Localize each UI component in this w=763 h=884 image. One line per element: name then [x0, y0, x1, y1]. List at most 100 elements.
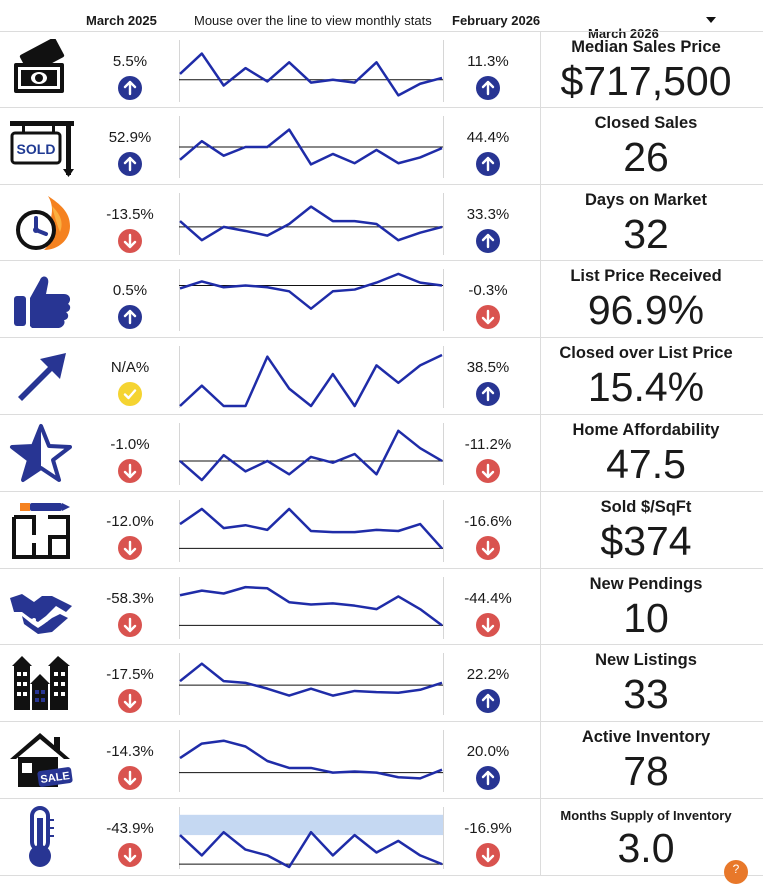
- divider: [443, 40, 444, 102]
- arrow-down-icon: [476, 458, 500, 483]
- sparkline-chart[interactable]: [179, 421, 443, 487]
- arrow-up-icon: [118, 151, 142, 176]
- prev-month-change: -11.2%: [464, 435, 512, 453]
- metric-title: New Pendings: [589, 574, 703, 593]
- metric-value: 33: [623, 671, 669, 718]
- trend-line[interactable]: [179, 52, 443, 97]
- metric-title: List Price Received: [570, 267, 722, 286]
- sparkline-chart[interactable]: [179, 191, 443, 257]
- metric-cell: Sold $/SqFt $374: [540, 491, 751, 568]
- sparkline-chart[interactable]: [179, 575, 443, 641]
- metric-title: Active Inventory: [581, 728, 711, 747]
- divider: [179, 269, 180, 332]
- trend-line[interactable]: [179, 354, 443, 408]
- metric-value: 96.9%: [587, 287, 705, 334]
- metric-title: Sold $/SqFt: [600, 497, 692, 516]
- divider: [179, 40, 180, 102]
- sold-sign-icon: SOLD: [0, 108, 82, 184]
- star-icon: [0, 415, 82, 491]
- arrow-down-icon: [118, 612, 142, 637]
- prev-month-change: 44.4%: [466, 128, 510, 146]
- metric-cell: New Pendings 10: [540, 568, 751, 645]
- divider: [443, 192, 444, 255]
- metric-title: Home Affordability: [572, 420, 720, 439]
- metric-value: 10: [623, 594, 669, 641]
- prev-year-change: -14.3%: [106, 743, 154, 761]
- help-badge-icon[interactable]: ?: [724, 860, 748, 884]
- prev-month-change: 20.0%: [466, 743, 510, 761]
- stat-row: -13.5% 33.3% Days on Market 32: [0, 184, 763, 262]
- range-band: [179, 814, 443, 836]
- trend-line[interactable]: [179, 273, 443, 311]
- stat-row: 0.5% -0.3% List Price Received 96.9%: [0, 261, 763, 339]
- divider: [443, 806, 444, 869]
- chevron-down-icon[interactable]: [706, 17, 716, 23]
- divider: [179, 653, 180, 716]
- stat-row: 5.5% 11.3% Median Sales Price $717,500: [0, 31, 763, 108]
- metric-cell: Active Inventory 78: [540, 722, 751, 798]
- divider: [179, 192, 180, 255]
- trend-line[interactable]: [179, 662, 443, 698]
- metric-cell: Closed over List Price 15.4%: [540, 338, 751, 414]
- check-icon: [118, 382, 142, 407]
- trend-line[interactable]: [179, 204, 443, 242]
- sparkline-chart[interactable]: [179, 114, 443, 180]
- divider: [443, 499, 444, 562]
- divider: [443, 576, 444, 639]
- prev-month-change: 33.3%: [466, 205, 510, 223]
- arrow-down-icon: [118, 842, 142, 867]
- metric-title: Closed over List Price: [559, 344, 733, 363]
- sparkline-chart[interactable]: [179, 498, 443, 564]
- trend-line[interactable]: [179, 830, 443, 869]
- header: March 2025 Mouse over the line to view m…: [0, 0, 763, 41]
- metric-value: $717,500: [560, 58, 732, 104]
- sparkline-chart[interactable]: [179, 805, 443, 871]
- icon-label: SALE: [40, 770, 71, 786]
- divider: [179, 730, 180, 793]
- arrow-up-icon: [476, 382, 500, 407]
- stat-row: SALE -14.3% 20.0% Active Inventory 78: [0, 722, 763, 799]
- houses-icon: [0, 645, 82, 721]
- metric-value: 47.5: [606, 440, 686, 487]
- prev-year-change: N/A%: [110, 359, 150, 377]
- arrow-down-icon: [476, 842, 500, 867]
- house-sale-icon: SALE: [0, 722, 82, 798]
- divider: [443, 269, 444, 332]
- metric-title: Months Supply of Inventory: [560, 807, 732, 823]
- metric-value: 78: [623, 748, 669, 795]
- sparkline-chart[interactable]: [179, 728, 443, 794]
- sparkline-chart[interactable]: [179, 267, 443, 333]
- prev-year-change: -58.3%: [106, 589, 154, 607]
- curr-period-label: February 2026: [452, 13, 541, 28]
- trend-line[interactable]: [179, 507, 443, 550]
- clock-flame-icon: [0, 185, 82, 261]
- arrow-up-right-icon: [0, 338, 82, 414]
- sparkline-chart[interactable]: [179, 38, 443, 104]
- divider: [179, 422, 180, 485]
- metric-value: 32: [623, 210, 669, 257]
- divider: [179, 499, 180, 562]
- stat-row: -12.0% -16.6% Sold $/SqFt $374: [0, 491, 763, 569]
- stat-row: SOLD 52.9% 44.4% Closed Sales 26: [0, 107, 763, 185]
- divider: [443, 730, 444, 793]
- sparkline-chart[interactable]: [179, 651, 443, 717]
- prev-year-change: 5.5%: [112, 53, 148, 70]
- prev-year-change: -13.5%: [106, 205, 154, 223]
- month-select-value: March 2026: [588, 26, 659, 41]
- metric-value: $374: [600, 517, 692, 564]
- trend-line[interactable]: [179, 429, 443, 482]
- thumbs-up-icon: [0, 261, 82, 337]
- arrow-down-icon: [118, 689, 142, 714]
- trend-line[interactable]: [179, 128, 443, 166]
- trend-line[interactable]: [179, 585, 443, 626]
- metric-cell: Days on Market 32: [540, 184, 751, 261]
- icon-label: SOLD: [17, 141, 56, 157]
- metric-title: Median Sales Price: [571, 38, 721, 56]
- stat-row: -58.3% -44.4% New Pendings 10: [0, 568, 763, 646]
- sparkline-chart[interactable]: [179, 344, 443, 410]
- trend-line[interactable]: [179, 739, 443, 780]
- hover-hint: Mouse over the line to view monthly stat…: [194, 13, 432, 28]
- prev-period-label: March 2025: [86, 13, 157, 28]
- arrow-down-icon: [118, 458, 142, 483]
- arrow-up-icon: [476, 228, 500, 253]
